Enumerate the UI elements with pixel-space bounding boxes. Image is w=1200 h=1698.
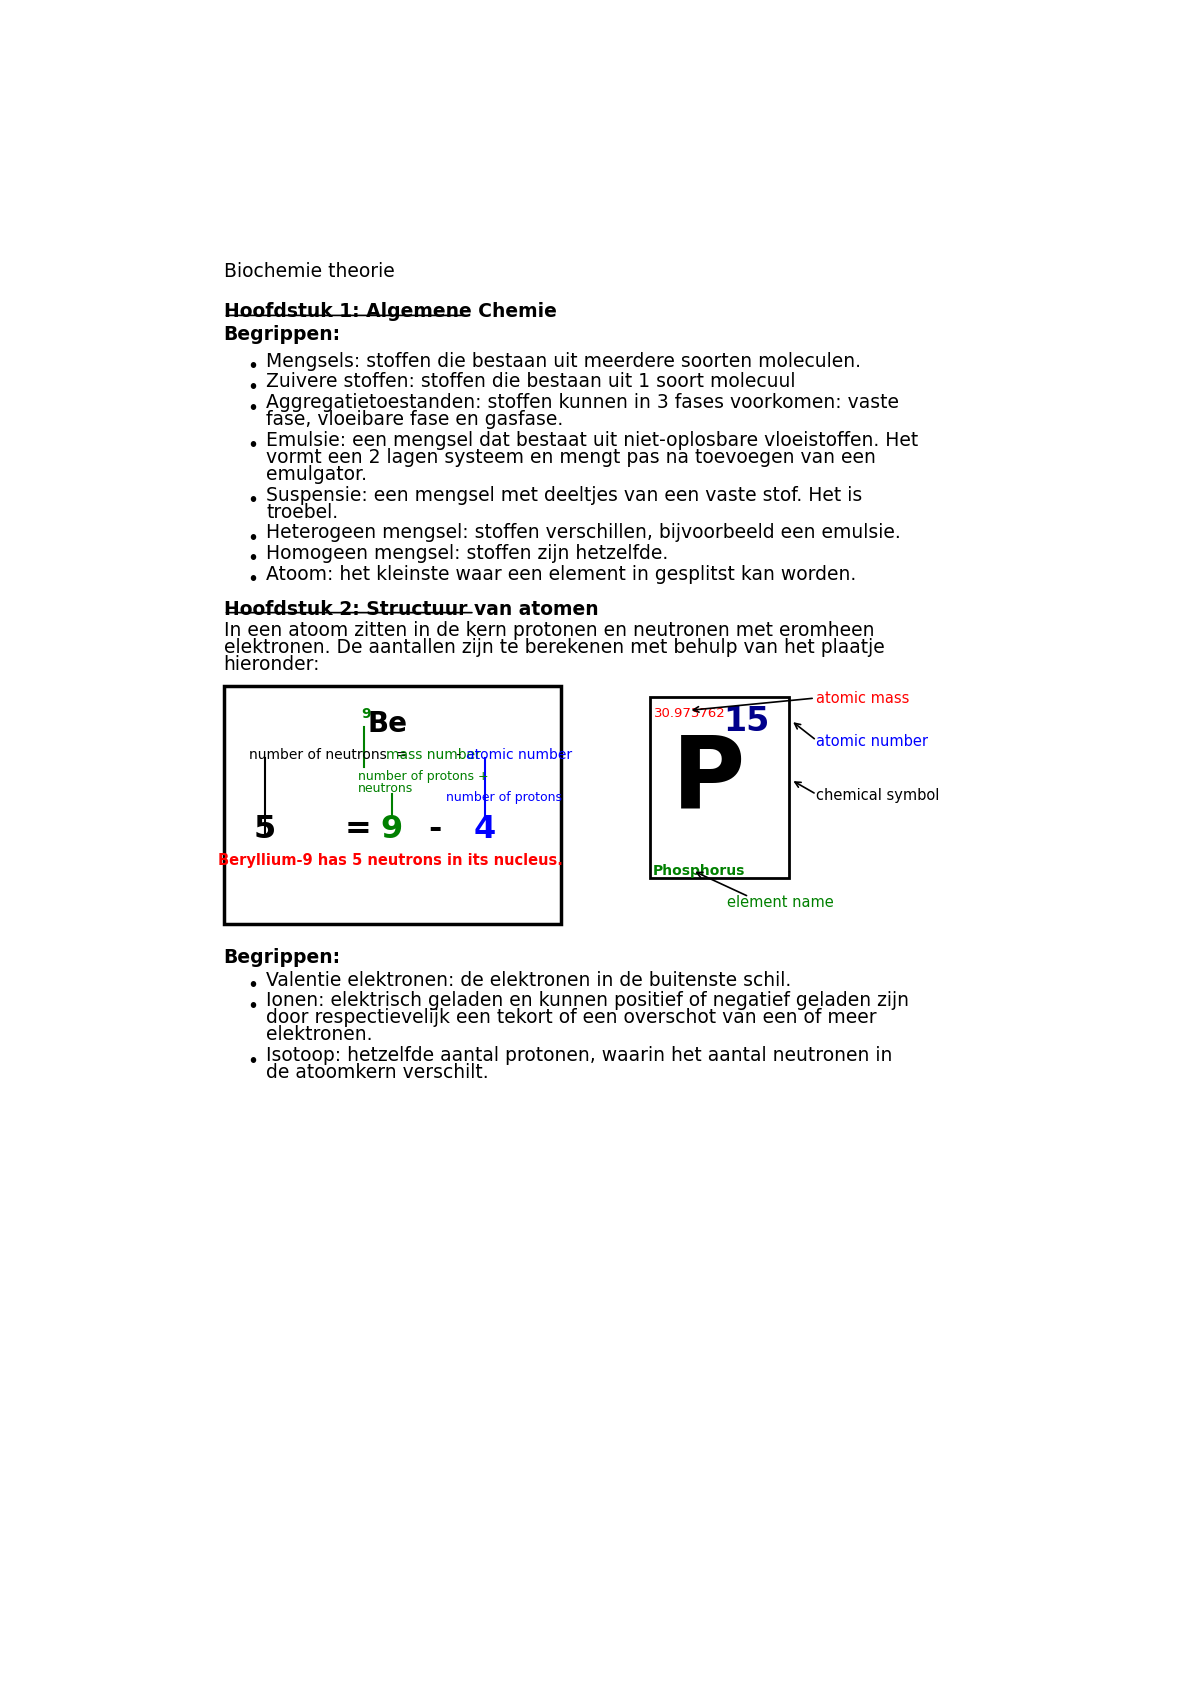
Text: atomic number: atomic number — [467, 749, 572, 762]
Text: 15: 15 — [724, 705, 770, 739]
Text: Mengsels: stoffen die bestaan uit meerdere soorten moleculen.: Mengsels: stoffen die bestaan uit meerde… — [266, 351, 862, 370]
Text: •: • — [247, 528, 258, 548]
Text: Homogeen mengsel: stoffen zijn hetzelfde.: Homogeen mengsel: stoffen zijn hetzelfde… — [266, 543, 668, 564]
Text: Atoom: het kleinste waar een element in gesplitst kan worden.: Atoom: het kleinste waar een element in … — [266, 565, 857, 584]
Text: Hoofdstuk 1: Algemene Chemie: Hoofdstuk 1: Algemene Chemie — [223, 302, 557, 321]
Text: number of protons: number of protons — [446, 791, 562, 805]
Text: Begrippen:: Begrippen: — [223, 947, 341, 966]
Text: 5: 5 — [253, 815, 276, 846]
Text: Biochemie theorie: Biochemie theorie — [223, 261, 395, 280]
Text: •: • — [247, 357, 258, 375]
Text: 9: 9 — [380, 815, 403, 846]
Text: •: • — [247, 491, 258, 509]
Text: =: = — [344, 815, 371, 846]
Text: In een atoom zitten in de kern protonen en neutronen met eromheen: In een atoom zitten in de kern protonen … — [223, 621, 874, 640]
Text: elektronen. De aantallen zijn te berekenen met behulp van het plaatje: elektronen. De aantallen zijn te bereken… — [223, 638, 884, 657]
Text: atomic mass: atomic mass — [816, 691, 910, 706]
Text: troebel.: troebel. — [266, 503, 338, 521]
Text: •: • — [247, 550, 258, 569]
Text: atomic number: atomic number — [816, 734, 929, 749]
Text: fase, vloeibare fase en gasfase.: fase, vloeibare fase en gasfase. — [266, 411, 564, 430]
Text: hieronder:: hieronder: — [223, 655, 320, 674]
Text: number of neutrons  =: number of neutrons = — [250, 749, 416, 762]
Text: •: • — [247, 377, 258, 397]
Text: Be: Be — [367, 710, 408, 739]
Text: •: • — [247, 1051, 258, 1070]
Text: •: • — [247, 976, 258, 995]
Text: number of protons +: number of protons + — [358, 769, 488, 783]
Text: emulgator.: emulgator. — [266, 465, 367, 484]
Text: Emulsie: een mengsel dat bestaat uit niet-oplosbare vloeistoffen. Het: Emulsie: een mengsel dat bestaat uit nie… — [266, 431, 918, 450]
Text: 4: 4 — [474, 815, 496, 846]
Text: Phosphorus: Phosphorus — [653, 864, 745, 878]
Text: Zuivere stoffen: stoffen die bestaan uit 1 soort molecuul: Zuivere stoffen: stoffen die bestaan uit… — [266, 372, 796, 392]
Text: Beryllium-9 has 5 neutrons in its nucleus.: Beryllium-9 has 5 neutrons in its nucleu… — [218, 852, 563, 868]
FancyBboxPatch shape — [650, 698, 790, 878]
Text: Ionen: elektrisch geladen en kunnen positief of negatief geladen zijn: Ionen: elektrisch geladen en kunnen posi… — [266, 992, 910, 1010]
Text: vormt een 2 lagen systeem en mengt pas na toevoegen van een: vormt een 2 lagen systeem en mengt pas n… — [266, 448, 876, 467]
Text: Heterogeen mengsel: stoffen verschillen, bijvoorbeeld een emulsie.: Heterogeen mengsel: stoffen verschillen,… — [266, 523, 901, 542]
Text: Begrippen:: Begrippen: — [223, 326, 341, 345]
Text: neutrons: neutrons — [358, 783, 413, 795]
Text: Hoofdstuk 2: Structuur van atomen: Hoofdstuk 2: Structuur van atomen — [223, 599, 599, 618]
Text: chemical symbol: chemical symbol — [816, 788, 940, 803]
Text: P: P — [672, 732, 745, 829]
Text: de atoomkern verschilt.: de atoomkern verschilt. — [266, 1063, 488, 1082]
Text: mass number: mass number — [386, 749, 481, 762]
Text: •: • — [247, 571, 258, 589]
Text: -: - — [428, 815, 442, 846]
Text: Aggregatietoestanden: stoffen kunnen in 3 fases voorkomen: vaste: Aggregatietoestanden: stoffen kunnen in … — [266, 394, 899, 413]
Text: 30.973762: 30.973762 — [654, 706, 726, 720]
Text: •: • — [247, 436, 258, 455]
Text: -: - — [452, 749, 466, 762]
Text: •: • — [247, 997, 258, 1015]
Text: Valentie elektronen: de elektronen in de buitenste schil.: Valentie elektronen: de elektronen in de… — [266, 971, 792, 990]
Text: •: • — [247, 399, 258, 418]
Text: Isotoop: hetzelfde aantal protonen, waarin het aantal neutronen in: Isotoop: hetzelfde aantal protonen, waar… — [266, 1046, 893, 1065]
Text: door respectievelijk een tekort of een overschot van een of meer: door respectievelijk een tekort of een o… — [266, 1009, 877, 1027]
Text: element name: element name — [727, 895, 834, 910]
Text: elektronen.: elektronen. — [266, 1026, 373, 1044]
Text: 9: 9 — [361, 708, 371, 722]
FancyBboxPatch shape — [223, 686, 560, 924]
Text: Suspensie: een mengsel met deeltjes van een vaste stof. Het is: Suspensie: een mengsel met deeltjes van … — [266, 486, 863, 504]
